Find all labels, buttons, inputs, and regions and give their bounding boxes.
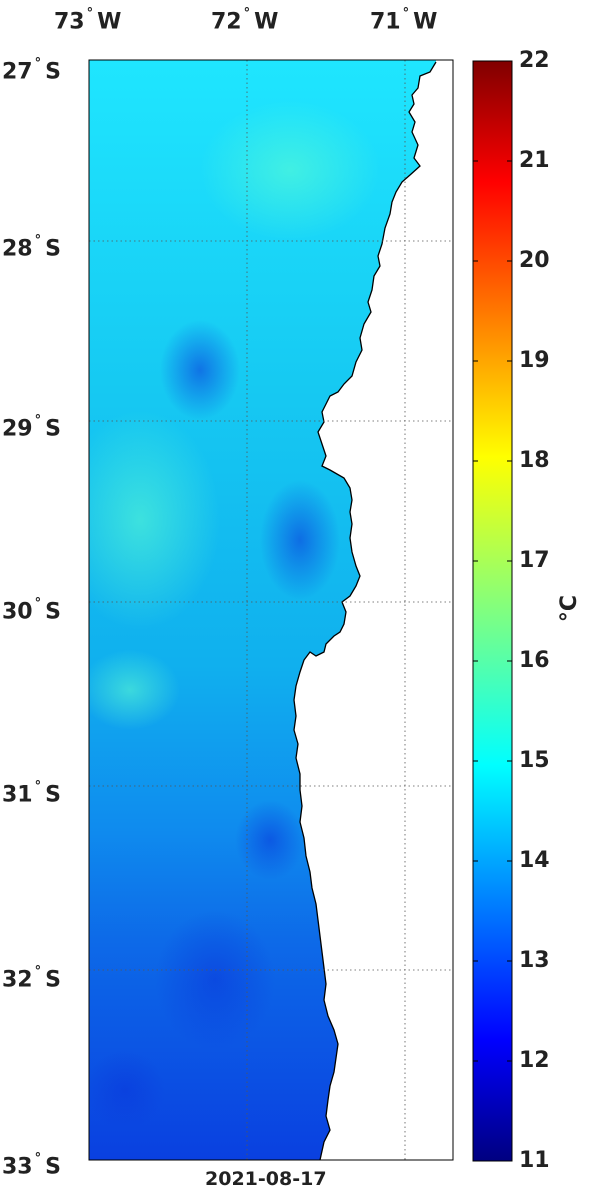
colorbar-label-13: 13 [519, 948, 550, 973]
map-frame [88, 59, 454, 1161]
colorbar-unit-label: °C [557, 594, 583, 623]
lon-label-71w: 71 ° W [370, 6, 438, 35]
colorbar-label-18: 18 [519, 448, 550, 473]
colorbar-label-19: 19 [519, 348, 550, 373]
colorbar-label-12: 12 [519, 1048, 550, 1073]
coastline [293, 61, 437, 1161]
lon-label-73w: 73 ° W [54, 6, 122, 35]
colorbar-label-17: 17 [519, 548, 550, 573]
lat-label-30s: 30 ° S [2, 596, 61, 625]
colorbar-label-16: 16 [519, 648, 550, 673]
lon-label-72w: 72 ° W [211, 6, 279, 35]
lat-label-29s: 29 ° S [2, 413, 61, 442]
lat-label-27s: 27 ° S [2, 56, 61, 85]
map-date-label: 2021-08-17 [205, 1168, 327, 1190]
colorbar-label-20: 20 [519, 248, 550, 273]
lat-label-33s: 33 ° S [2, 1151, 61, 1180]
colorbar-ticks [473, 60, 512, 1162]
colorbar-label-15: 15 [519, 748, 550, 773]
colorbar-label-11: 11 [519, 1148, 550, 1173]
graticule [89, 60, 453, 1160]
colorbar-label-21: 21 [519, 148, 550, 173]
colorbar [472, 60, 513, 1162]
colorbar-label-22: 22 [519, 48, 550, 73]
lat-label-28s: 28 ° S [2, 233, 61, 262]
lat-label-32s: 32 ° S [2, 964, 61, 993]
lat-label-31s: 31 ° S [2, 779, 61, 808]
colorbar-label-14: 14 [519, 848, 550, 873]
